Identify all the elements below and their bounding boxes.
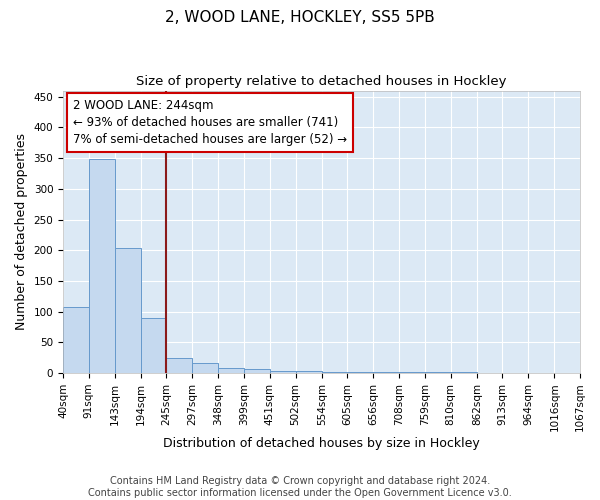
Text: 2 WOOD LANE: 244sqm
← 93% of detached houses are smaller (741)
7% of semi-detach: 2 WOOD LANE: 244sqm ← 93% of detached ho… bbox=[73, 99, 347, 146]
Bar bbox=[166, 358, 193, 373]
Bar bbox=[89, 160, 115, 373]
X-axis label: Distribution of detached houses by size in Hockley: Distribution of detached houses by size … bbox=[163, 437, 480, 450]
Bar bbox=[399, 372, 425, 373]
Y-axis label: Number of detached properties: Number of detached properties bbox=[15, 134, 28, 330]
Bar bbox=[270, 370, 296, 373]
Bar bbox=[193, 364, 218, 373]
Title: Size of property relative to detached houses in Hockley: Size of property relative to detached ho… bbox=[136, 75, 507, 88]
Bar bbox=[63, 307, 89, 373]
Bar bbox=[140, 318, 166, 373]
Bar bbox=[425, 372, 451, 373]
Text: 2, WOOD LANE, HOCKLEY, SS5 5PB: 2, WOOD LANE, HOCKLEY, SS5 5PB bbox=[165, 10, 435, 25]
Bar bbox=[322, 372, 347, 373]
Bar bbox=[218, 368, 244, 373]
Bar bbox=[244, 369, 270, 373]
Bar bbox=[373, 372, 399, 373]
Bar bbox=[347, 372, 373, 373]
Bar bbox=[296, 372, 322, 373]
Text: Contains HM Land Registry data © Crown copyright and database right 2024.
Contai: Contains HM Land Registry data © Crown c… bbox=[88, 476, 512, 498]
Bar bbox=[451, 372, 477, 373]
Bar bbox=[115, 248, 140, 373]
